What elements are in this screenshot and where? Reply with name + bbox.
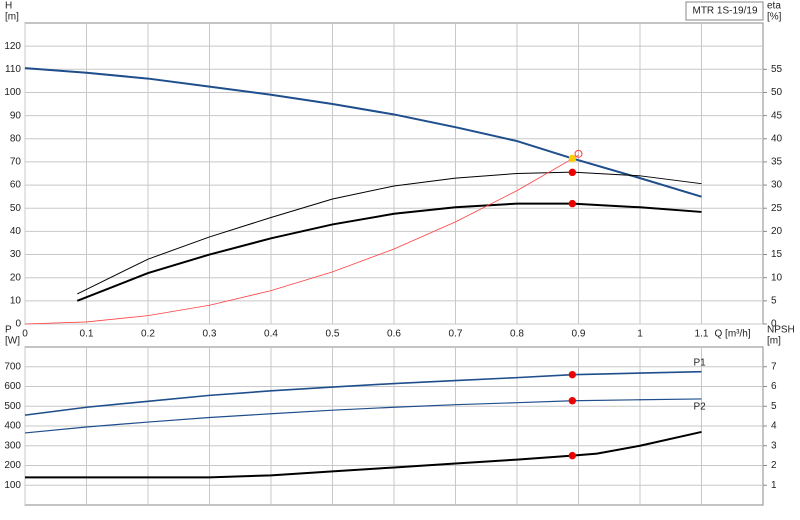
x-tick-label: 0.9	[572, 329, 586, 340]
y2-tick-label: 40	[771, 133, 783, 144]
y2-tick-label: 20	[771, 226, 783, 237]
y-tick-label: 20	[10, 272, 22, 283]
series-line	[24, 370, 702, 416]
legend-box	[685, 1, 764, 21]
series-label: P1	[694, 357, 707, 368]
y-axis-unit: [m]	[5, 12, 19, 23]
x-tick-label: 0.2	[141, 329, 155, 340]
y-tick-label: 60	[10, 180, 22, 191]
y-tick-label: 200	[4, 460, 21, 471]
y2-tick-label: 3	[771, 440, 777, 451]
y2-axis-unit: [m]	[767, 336, 781, 347]
y2-axis-label: NPSH	[767, 325, 795, 336]
y-axis-label: P	[5, 325, 12, 336]
y2-tick-label: 30	[771, 180, 783, 191]
y-tick-label: 10	[10, 295, 22, 306]
series-line	[24, 398, 702, 434]
y2-tick-label: 5	[771, 401, 777, 412]
x-tick-label: 0.4	[264, 329, 278, 340]
y-axis-label: H	[5, 1, 12, 12]
y-tick-label: 80	[10, 133, 22, 144]
series-line	[76, 202, 702, 302]
y2-tick-label: 6	[771, 381, 777, 392]
y-tick-label: 0	[15, 319, 21, 330]
x-axis-label: Q [m³/h]	[715, 329, 751, 340]
series-line	[25, 430, 702, 479]
x-tick-label: 0.3	[203, 329, 217, 340]
y2-tick-label: 7	[771, 361, 777, 372]
y2-tick-label: 45	[771, 110, 783, 121]
series-label: P2	[694, 402, 707, 413]
y-tick-label: 100	[4, 480, 21, 491]
series-line	[24, 67, 702, 198]
y-axis-unit: [W]	[5, 336, 20, 347]
x-tick-label: 0.1	[80, 329, 94, 340]
y-tick-label: 100	[4, 87, 21, 98]
y-tick-label: 300	[4, 440, 21, 451]
y-tick-label: 90	[10, 110, 22, 121]
y-tick-label: 50	[10, 203, 22, 214]
x-tick-label: 1.1	[695, 329, 709, 340]
y-tick-label: 700	[4, 361, 21, 372]
y2-axis-unit: [%]	[767, 12, 782, 23]
y2-tick-label: 15	[771, 249, 783, 260]
y2-tick-label: 2	[771, 460, 777, 471]
x-tick-label: 0.6	[387, 329, 401, 340]
duty-point	[568, 370, 577, 379]
y-tick-label: 110	[5, 64, 21, 75]
duty-point	[574, 149, 583, 158]
y2-tick-label: 55	[771, 64, 783, 75]
y2-tick-label: 4	[771, 421, 777, 432]
y2-tick-label: 5	[771, 295, 777, 306]
x-tick-label: 0.8	[510, 329, 524, 340]
y2-tick-label: 35	[771, 157, 783, 168]
x-tick-label: 1	[637, 329, 643, 340]
x-tick-label: 0.5	[326, 329, 340, 340]
duty-point	[568, 154, 577, 163]
y-tick-label: 40	[10, 226, 22, 237]
y2-tick-label: 25	[771, 203, 783, 214]
duty-point	[568, 168, 577, 177]
y-tick-label: 70	[10, 157, 22, 168]
x-tick-label: 0.7	[449, 329, 463, 340]
y-tick-label: 30	[10, 249, 22, 260]
series-line	[24, 154, 579, 325]
y2-axis-label: eta	[767, 1, 781, 12]
y2-tick-label: 0	[771, 319, 777, 330]
y-tick-label: 600	[4, 381, 21, 392]
y-tick-label: 400	[4, 421, 21, 432]
legend-title: MTR 1S-19/19	[692, 6, 757, 17]
y-tick-label: 120	[4, 41, 21, 52]
y-tick-label: 500	[4, 401, 21, 412]
series-line	[77, 171, 702, 295]
duty-point	[568, 451, 577, 460]
duty-point	[568, 397, 577, 405]
y2-tick-label: 10	[771, 272, 783, 283]
y2-tick-label: 1	[771, 480, 777, 491]
y2-tick-label: 50	[771, 87, 783, 98]
x-tick-label: 0	[22, 329, 28, 340]
duty-point	[568, 199, 577, 208]
